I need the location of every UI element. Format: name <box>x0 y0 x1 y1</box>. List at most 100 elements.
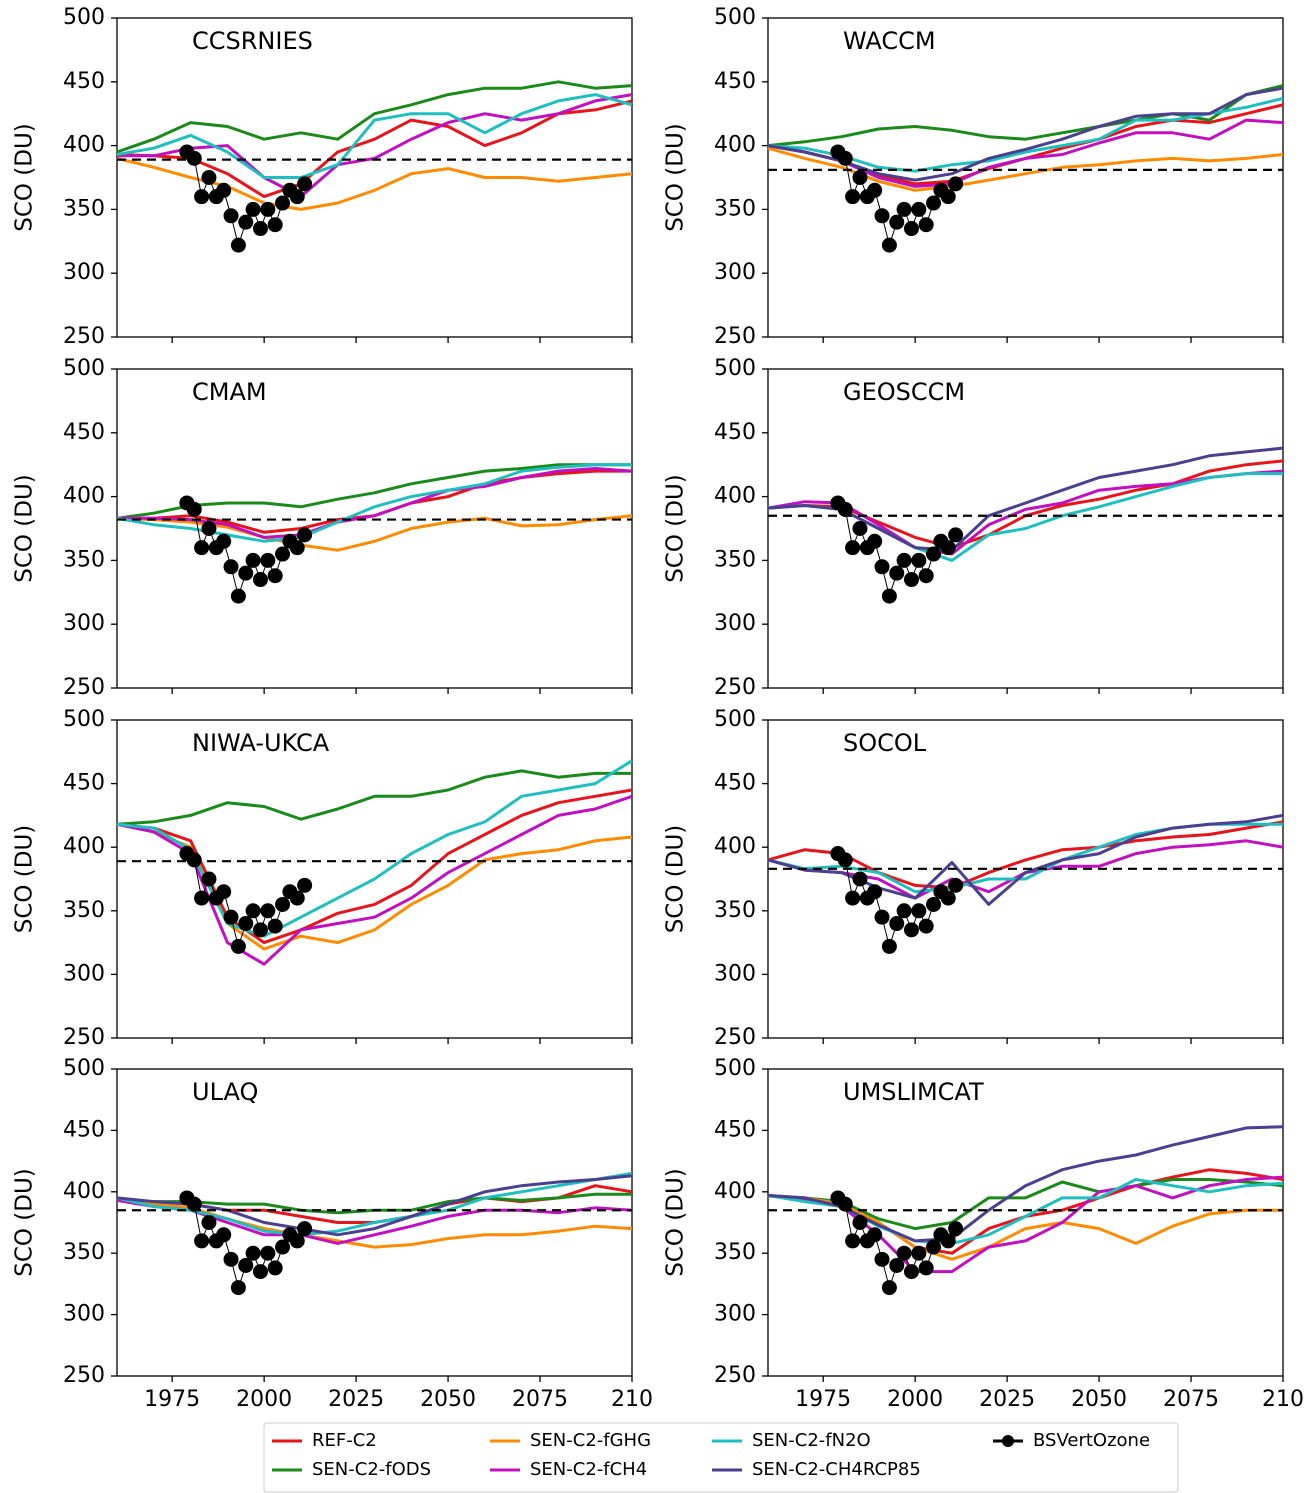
obs-point <box>252 1264 268 1280</box>
y-axis-label: SCO (DU) <box>12 825 38 934</box>
series-line <box>116 822 633 951</box>
panel: 250 300 350 400 450 500 SOCOL SCO (DU) <box>663 707 1284 1050</box>
obs-point <box>230 938 246 954</box>
obs-point <box>940 189 956 205</box>
legend-label: SEN-C2-CH4RCP85 <box>752 1459 921 1480</box>
panel: 250 300 350 400 450 500 GEOSCCM SCO (DU) <box>663 356 1284 700</box>
y-tick-label: 400 <box>714 133 756 158</box>
series-line <box>116 156 633 211</box>
y-tick-label: 350 <box>714 196 756 221</box>
obs-point <box>911 903 927 919</box>
obs-point <box>238 916 254 932</box>
obs-point <box>881 237 897 253</box>
series-line <box>767 86 1284 182</box>
series-line <box>767 1125 1284 1243</box>
axes-frame <box>767 719 1284 1039</box>
obs-point <box>186 501 202 517</box>
axes-frame <box>116 719 633 1039</box>
obs-point <box>845 540 861 556</box>
obs-point <box>896 1245 912 1261</box>
y-tick-label: 450 <box>714 69 756 94</box>
series-line <box>116 514 633 552</box>
y-tick-label: 400 <box>63 1179 105 1204</box>
obs-point <box>948 527 964 543</box>
series-line <box>767 103 1284 186</box>
x-tick-label: 2000 <box>236 1387 292 1412</box>
y-tick-label: 400 <box>714 834 756 859</box>
obs-point <box>275 1239 291 1255</box>
y-tick-label: 500 <box>63 1056 105 1081</box>
obs-point <box>845 189 861 205</box>
obs-point <box>289 1233 305 1249</box>
obs-point <box>297 877 313 893</box>
y-tick-label: 500 <box>63 356 105 381</box>
obs-point <box>289 890 305 906</box>
axes-frame <box>767 368 1284 689</box>
obs-point <box>216 1227 232 1243</box>
series-line <box>767 1178 1284 1231</box>
legend-label: SEN-C2-fGHG <box>530 1430 651 1451</box>
obs-point <box>252 572 268 588</box>
obs-point <box>911 552 927 568</box>
x-tick-label: 2050 <box>1071 1387 1127 1412</box>
series-line <box>767 84 1284 148</box>
y-tick-label: 250 <box>63 1025 105 1050</box>
obs-point <box>245 201 261 217</box>
panel-title: WACCM <box>843 27 936 55</box>
obs-point <box>940 1233 956 1249</box>
obs-point <box>297 1221 313 1237</box>
obs-point <box>275 896 291 912</box>
obs-point <box>903 1264 919 1280</box>
obs-point <box>201 1215 217 1230</box>
obs-point <box>186 150 202 166</box>
obs-point <box>230 588 246 604</box>
obs-point <box>903 221 919 237</box>
obs-point <box>903 572 919 588</box>
obs-point <box>881 938 897 954</box>
obs-point <box>186 1196 202 1212</box>
y-tick-label: 450 <box>63 1117 105 1142</box>
series-line <box>116 759 633 938</box>
y-tick-label: 500 <box>714 707 756 732</box>
panel-title: CCSRNIES <box>192 27 313 55</box>
obs-point <box>260 552 276 568</box>
y-tick-label: 250 <box>63 324 105 349</box>
panel-title: ULAQ <box>192 1078 258 1106</box>
obs-point <box>874 559 890 575</box>
y-tick-label: 450 <box>63 420 105 445</box>
series-line <box>767 146 1284 192</box>
obs-point <box>201 521 217 536</box>
obs-point <box>926 896 942 912</box>
obs-point <box>267 1260 283 1276</box>
obs-point <box>245 903 261 919</box>
y-axis-label: SCO (DU) <box>663 123 689 232</box>
y-tick-label: 450 <box>714 771 756 796</box>
y-axis-label: SCO (DU) <box>12 474 38 583</box>
obs-point <box>223 559 239 575</box>
y-tick-label: 350 <box>714 1240 756 1265</box>
x-tick-label: 2050 <box>420 1387 476 1412</box>
obs-point <box>918 918 934 934</box>
y-tick-label: 500 <box>714 5 756 30</box>
obs-point <box>948 877 964 893</box>
series-line <box>116 1174 633 1237</box>
y-tick-label: 250 <box>714 1363 756 1388</box>
panel-title: CMAM <box>192 378 267 406</box>
panel: 250 300 350 400 450 500 1975 2000 2025 2050 2075 21… <box>663 1056 1305 1412</box>
y-tick-label: 300 <box>714 260 756 285</box>
obs-point <box>889 916 905 932</box>
series-line <box>116 80 633 154</box>
y-tick-label: 400 <box>714 484 756 509</box>
obs-point <box>260 1245 276 1261</box>
y-tick-label: 300 <box>63 260 105 285</box>
x-tick-label: 210 <box>1262 1387 1304 1412</box>
x-tick-label: 2025 <box>328 1387 384 1412</box>
y-axis-label: SCO (DU) <box>663 825 689 934</box>
y-tick-label: 250 <box>714 324 756 349</box>
obs-point <box>216 182 232 198</box>
obs-point <box>194 189 210 205</box>
obs-point <box>845 1233 861 1249</box>
y-tick-label: 500 <box>63 707 105 732</box>
series-line <box>116 769 632 826</box>
obs-point <box>260 903 276 919</box>
